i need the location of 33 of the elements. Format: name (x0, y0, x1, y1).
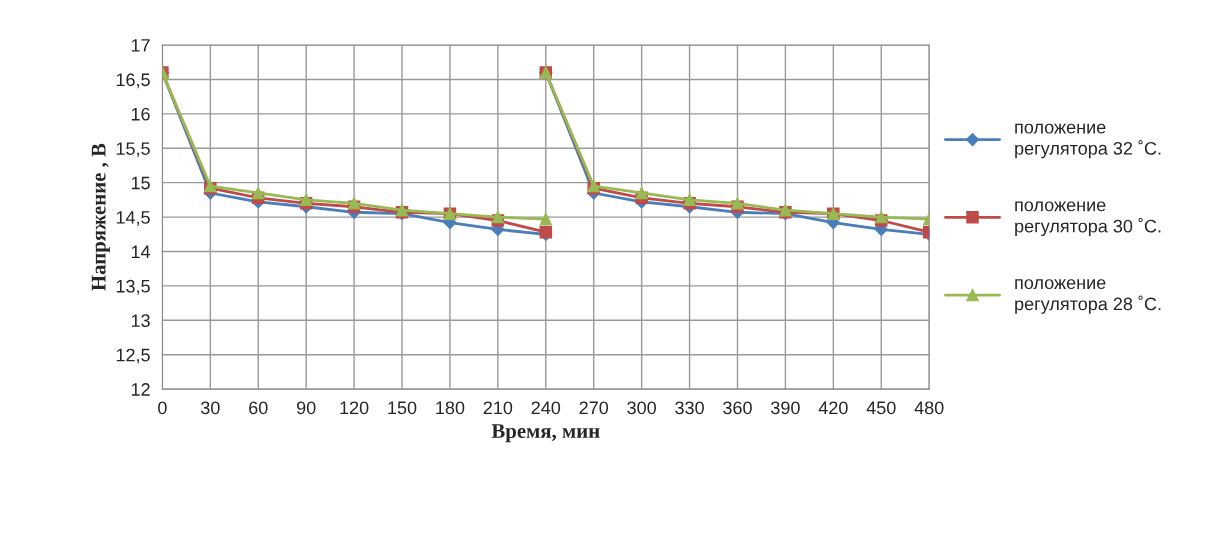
y-tick-label: 17 (131, 39, 150, 52)
y-tick-label: 12 (131, 383, 150, 396)
x-tick-label: 150 (388, 401, 417, 415)
x-tick-label: 300 (627, 401, 656, 415)
x-tick-label: 90 (296, 401, 316, 415)
y-tick-label: 15 (131, 176, 150, 190)
x-tick-label: 180 (436, 401, 465, 415)
x-tick-label: 210 (483, 401, 513, 415)
x-axis-title: Время, мин (491, 424, 600, 443)
y-tick-label: 16 (131, 107, 150, 121)
x-tick-label: 60 (249, 401, 268, 415)
x-tick-label: 240 (531, 401, 561, 415)
y-tick-label: 13 (131, 314, 150, 328)
x-tick-label: 120 (340, 401, 369, 415)
y-tick-label: 12,5 (116, 348, 150, 364)
x-tick-label: 360 (723, 401, 752, 415)
x-tick-label: 0 (158, 401, 167, 415)
legend-label: положение регулятора 32 ˚С. (1015, 123, 1161, 159)
x-tick-label: 480 (914, 401, 944, 415)
x-tick-label: 390 (771, 401, 800, 415)
y-axis-title: Напряжение , В (91, 143, 110, 291)
x-tick-label: 450 (866, 401, 896, 415)
y-tick-label: 16,5 (116, 73, 150, 89)
x-tick-label: 30 (200, 401, 220, 415)
x-tick-label: 420 (818, 401, 848, 415)
x-tick-label: 270 (579, 401, 609, 415)
y-tick-label: 15,5 (116, 142, 150, 158)
y-tick-label: 14,5 (116, 211, 150, 226)
y-tick-label: 14 (131, 245, 151, 259)
legend-label: положение регулятора 30 ˚С. (1015, 201, 1161, 237)
legend-label: положение регулятора 28 ˚С. (1015, 279, 1161, 314)
x-tick-label: 330 (675, 401, 704, 415)
y-tick-label: 13,5 (116, 279, 150, 295)
